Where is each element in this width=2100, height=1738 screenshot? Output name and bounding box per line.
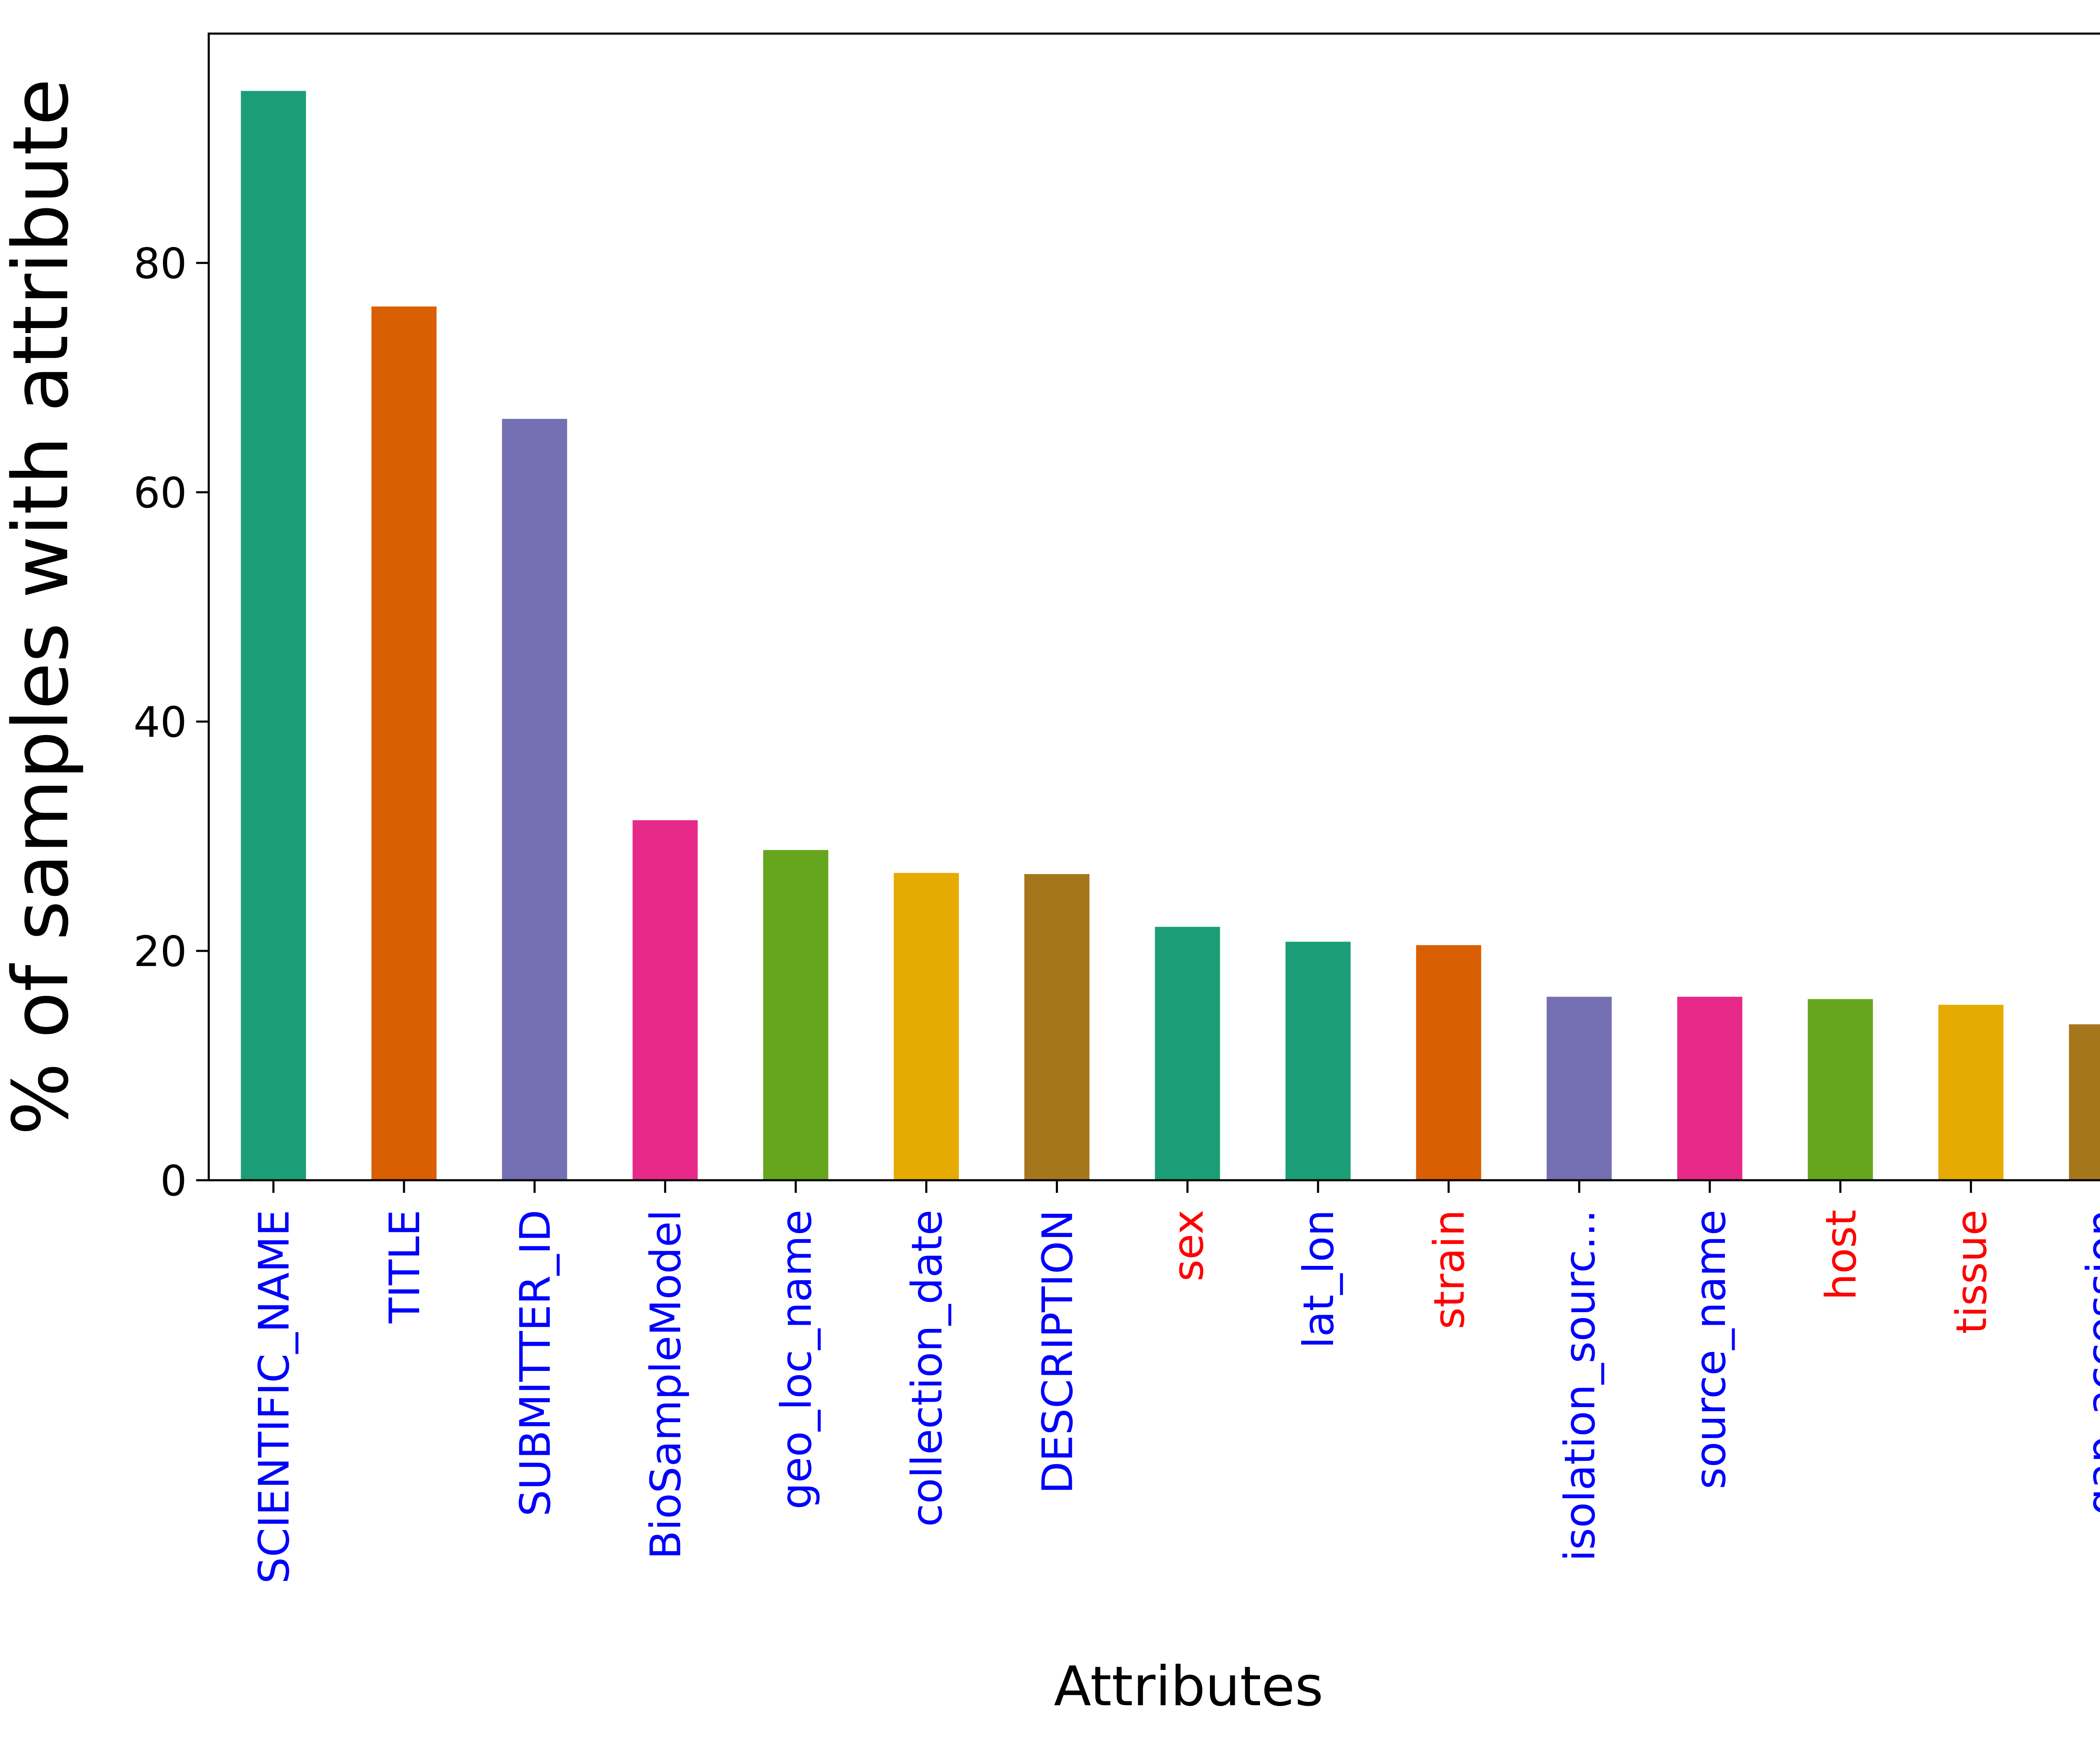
x-tick-label-6: DESCRIPTION bbox=[1033, 1210, 1082, 1494]
bar-9 bbox=[1416, 945, 1481, 1180]
y-tick-label-4: 80 bbox=[134, 239, 187, 288]
bar-3 bbox=[633, 820, 698, 1180]
y-axis-title: % of samples with attribute bbox=[0, 79, 85, 1135]
x-tick-label-0: SCIENTIFIC_NAME bbox=[249, 1210, 299, 1584]
y-tick-label-1: 20 bbox=[134, 927, 187, 976]
bar-2 bbox=[502, 419, 567, 1180]
x-tick-label-5: collection_date bbox=[903, 1210, 952, 1527]
x-tick-label-11: source_name bbox=[1686, 1210, 1735, 1489]
x-tick-label-2: SUBMITTER_ID bbox=[511, 1210, 560, 1517]
plot-frame bbox=[207, 32, 2100, 1181]
y-tick-label-0: 0 bbox=[160, 1156, 187, 1205]
x-tick-label-3: BioSampleModel bbox=[641, 1210, 690, 1559]
bar-6 bbox=[1024, 874, 1089, 1180]
bars-layer bbox=[241, 91, 2100, 1181]
x-tick-label-14: gap_accession bbox=[2078, 1210, 2100, 1515]
x-tick-label-4: geo_loc_name bbox=[772, 1210, 821, 1510]
bar-1 bbox=[371, 306, 437, 1181]
y-tick-label-3: 60 bbox=[134, 468, 187, 517]
x-tick-label-12: host bbox=[1816, 1210, 1866, 1300]
x-tick-label-8: lat_lon bbox=[1294, 1210, 1343, 1349]
bar-12 bbox=[1808, 999, 1873, 1180]
bar-7 bbox=[1155, 927, 1220, 1180]
bar-14 bbox=[2069, 1024, 2100, 1180]
x-tick-label-1: TITLE bbox=[380, 1210, 429, 1324]
bar-13 bbox=[1938, 1005, 2004, 1180]
bar-11 bbox=[1677, 997, 1743, 1180]
x-tick-label-13: tissue bbox=[1947, 1210, 1996, 1334]
bar-5 bbox=[894, 873, 959, 1180]
x-tick-label-9: strain bbox=[1425, 1210, 1474, 1329]
bar-8 bbox=[1285, 942, 1351, 1180]
x-axis-title: Attributes bbox=[1054, 1654, 1323, 1718]
y-tick-label-2: 40 bbox=[134, 698, 187, 747]
y-axis-ticks: 0 20 40 60 80 bbox=[134, 239, 209, 1205]
x-tick-label-10: isolation_sourc... bbox=[1555, 1210, 1604, 1562]
bar-0 bbox=[241, 91, 306, 1180]
x-tick-label-7: sex bbox=[1163, 1210, 1213, 1281]
x-axis-ticks: SCIENTIFIC_NAME TITLE SUBMITTER_ID BioSampl… bbox=[249, 1180, 2100, 1584]
bar-4 bbox=[763, 850, 829, 1180]
bar-10 bbox=[1546, 997, 1612, 1180]
